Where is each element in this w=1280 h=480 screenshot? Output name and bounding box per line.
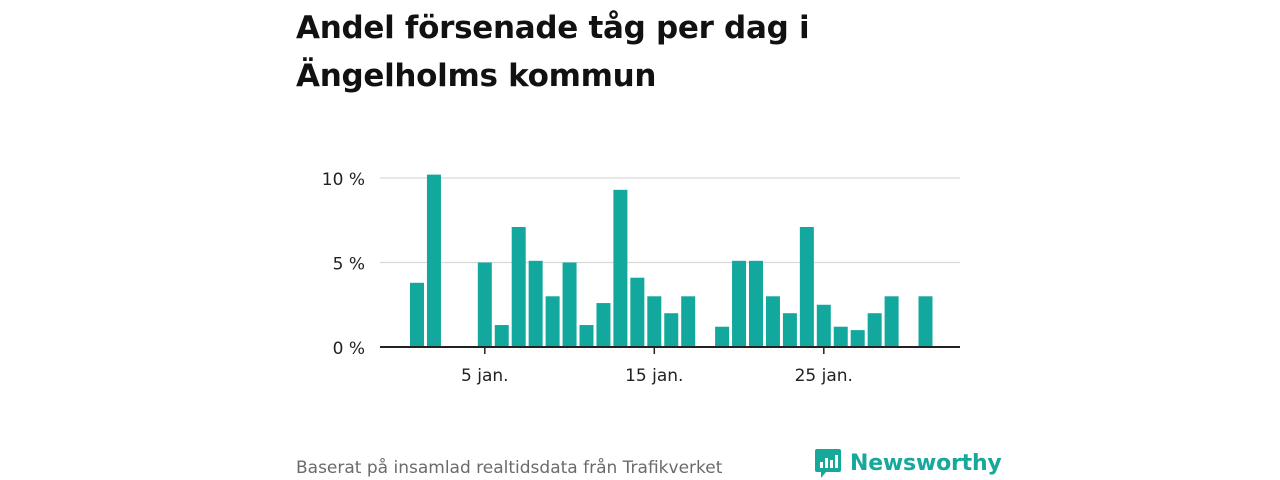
chart-title: Andel försenade tåg per dag i Ängelholms… [296,10,810,94]
x-tick-label: 15 jan. [625,366,683,386]
y-tick-label: 0 % [333,339,365,359]
x-tick-label: 5 jan. [461,366,509,386]
bar [630,277,645,347]
bar [528,260,543,347]
bar [765,296,780,347]
brand[interactable]: Newsworthy [814,446,1002,480]
bar [426,174,441,347]
source-note: Baserat på insamlad realtidsdata från Tr… [296,458,723,478]
bar [850,330,865,347]
brand-name: Newsworthy [850,450,1002,476]
bar [562,262,577,347]
bar [782,313,797,347]
x-tick-label: 25 jan. [795,366,853,386]
bar [511,227,526,347]
bar [867,313,882,347]
bar [918,296,933,347]
bar [545,296,560,347]
y-tick-label: 5 % [333,255,365,275]
bar [647,296,662,347]
bar [410,282,424,347]
bar [816,304,831,347]
bar [579,325,594,347]
newsworthy-logo-icon [815,449,841,478]
bar [613,189,628,347]
bar [749,260,763,347]
y-tick-label: 10 % [322,170,365,190]
bar [664,313,679,347]
bar [477,262,492,347]
bar [884,296,899,347]
bar [799,227,814,347]
bar [494,325,509,347]
bar [732,260,747,347]
bar [833,326,848,347]
bar [596,303,611,347]
bar [715,326,730,347]
bar [681,296,696,347]
